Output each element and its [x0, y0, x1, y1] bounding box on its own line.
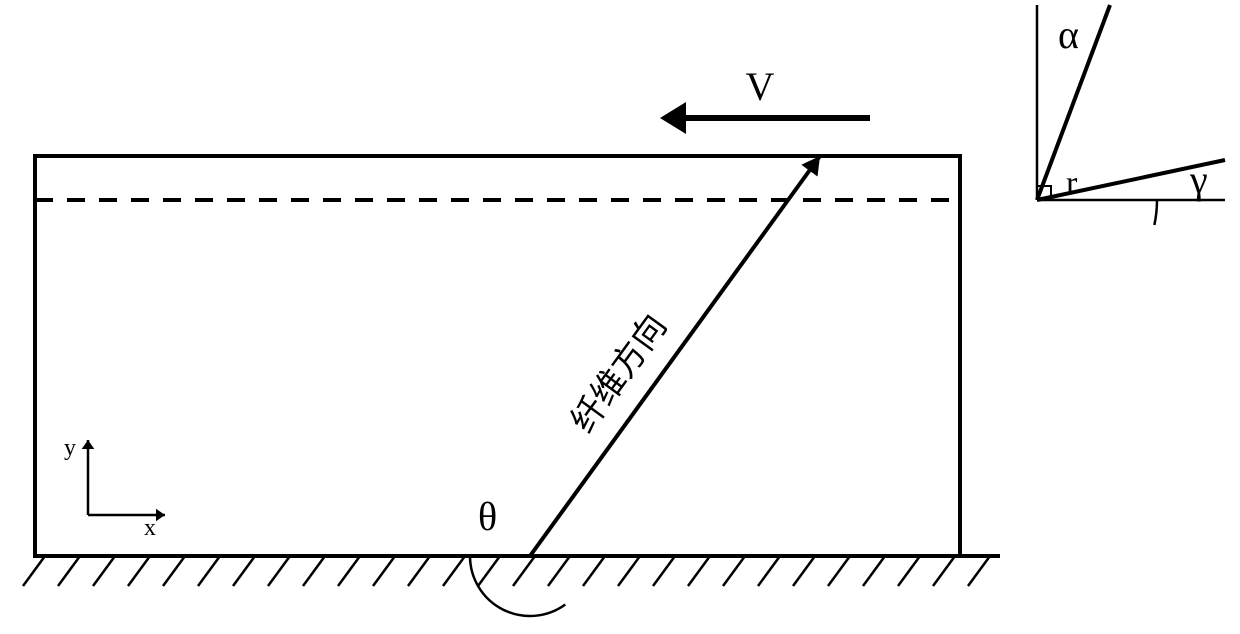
velocity-label: V	[746, 64, 775, 109]
gamma-label: γ	[1189, 157, 1208, 202]
tool-radius-label: r	[1066, 165, 1078, 202]
coord-x-label: x	[144, 515, 156, 541]
coord-y-label: y	[64, 435, 76, 461]
theta-label: θ	[478, 494, 497, 539]
alpha-label: α	[1058, 12, 1079, 57]
